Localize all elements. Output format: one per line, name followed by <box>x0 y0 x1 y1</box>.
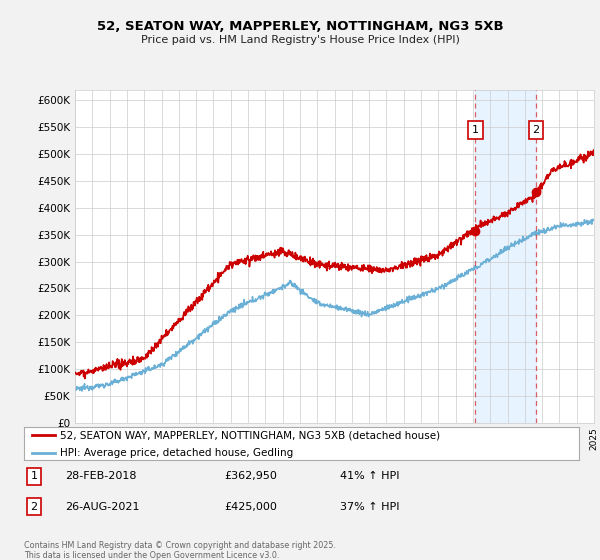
Text: 52, SEATON WAY, MAPPERLEY, NOTTINGHAM, NG3 5XB (detached house): 52, SEATON WAY, MAPPERLEY, NOTTINGHAM, N… <box>60 430 440 440</box>
Text: 2: 2 <box>31 502 38 512</box>
Text: HPI: Average price, detached house, Gedling: HPI: Average price, detached house, Gedl… <box>60 448 293 458</box>
Text: £425,000: £425,000 <box>224 502 277 512</box>
Text: 37% ↑ HPI: 37% ↑ HPI <box>340 502 400 512</box>
Text: Price paid vs. HM Land Registry's House Price Index (HPI): Price paid vs. HM Land Registry's House … <box>140 35 460 45</box>
Text: 1: 1 <box>472 125 479 135</box>
Text: 41% ↑ HPI: 41% ↑ HPI <box>340 472 400 482</box>
Text: 52, SEATON WAY, MAPPERLEY, NOTTINGHAM, NG3 5XB: 52, SEATON WAY, MAPPERLEY, NOTTINGHAM, N… <box>97 20 503 32</box>
Bar <box>475 90 536 423</box>
Text: 26-AUG-2021: 26-AUG-2021 <box>65 502 140 512</box>
Text: £362,950: £362,950 <box>224 472 277 482</box>
Text: 28-FEB-2018: 28-FEB-2018 <box>65 472 137 482</box>
Text: 1: 1 <box>31 472 37 482</box>
Text: Contains HM Land Registry data © Crown copyright and database right 2025.
This d: Contains HM Land Registry data © Crown c… <box>24 540 336 560</box>
Text: 2: 2 <box>532 125 539 135</box>
